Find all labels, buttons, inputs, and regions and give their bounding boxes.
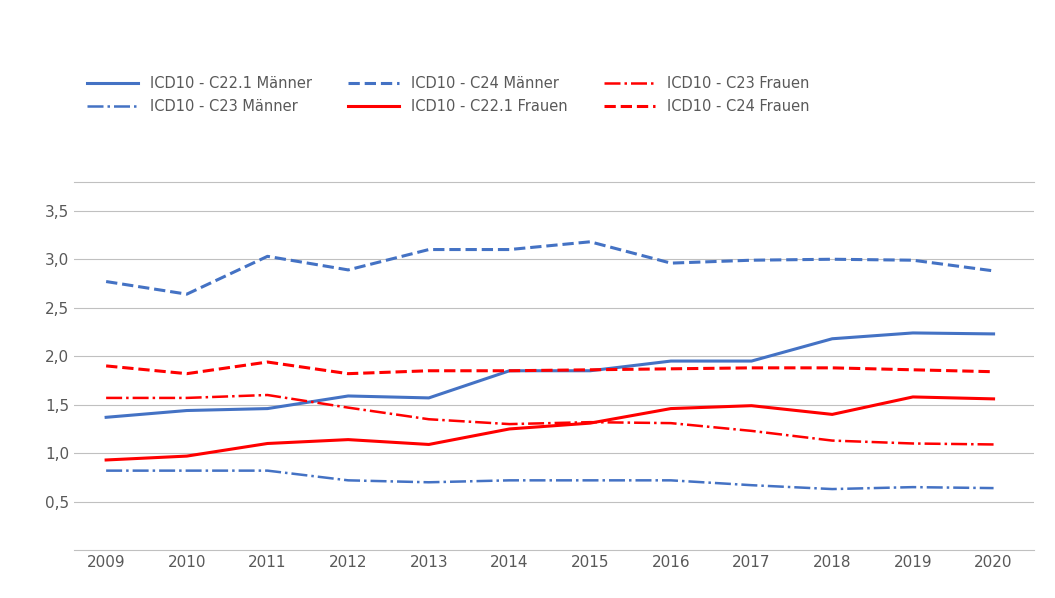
Legend: ICD10 - C22.1 Männer, ICD10 - C23 Männer, ICD10 - C24 Männer, ICD10 - C22.1 Frau: ICD10 - C22.1 Männer, ICD10 - C23 Männer… [81, 71, 814, 120]
